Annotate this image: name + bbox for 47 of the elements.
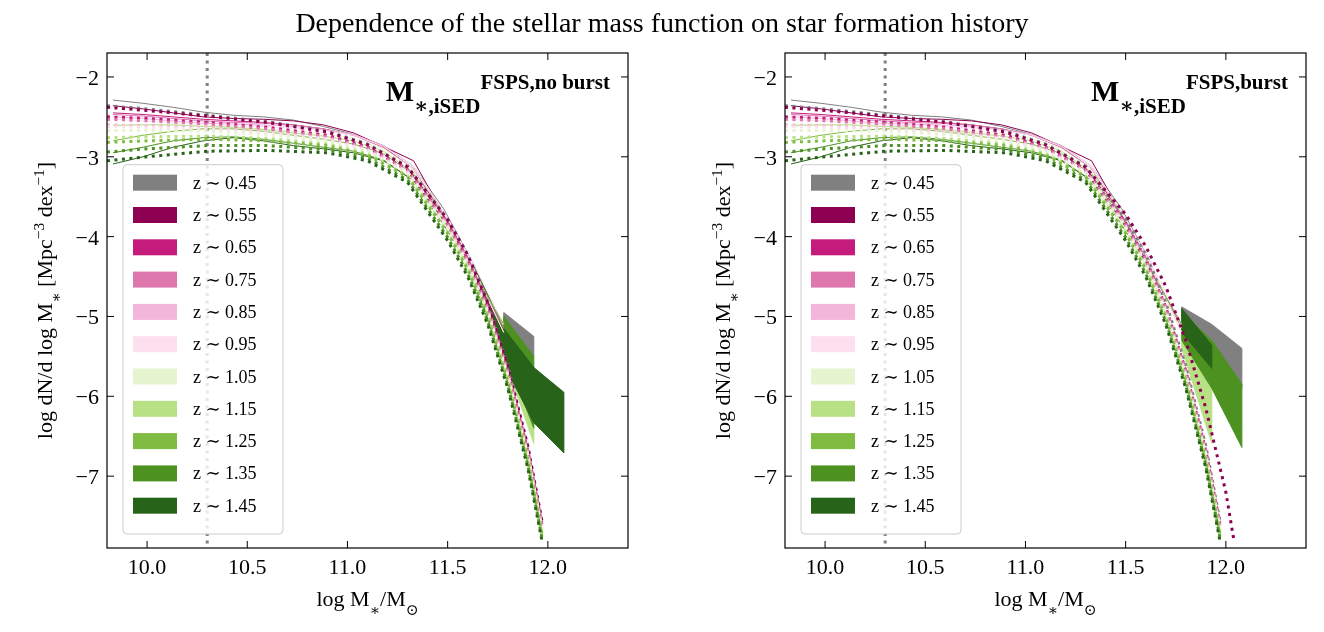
x-tick-label: 11.5 <box>1106 554 1145 579</box>
x-tick-label: 11.5 <box>428 554 467 579</box>
x-tick-label: 10.0 <box>127 554 167 579</box>
legend-label: z ∼ 1.25 <box>193 431 257 452</box>
chart-title: Dependence of the stellar mass function on star formation history <box>295 7 1029 38</box>
y-tick-label: −4 <box>753 224 777 250</box>
x-tick-label: 10.5 <box>906 554 945 579</box>
y-tick-label: −3 <box>753 144 777 170</box>
y-tick-label: −4 <box>75 224 99 250</box>
legend-label: z ∼ 0.45 <box>871 172 935 193</box>
legend-label: z ∼ 0.65 <box>871 237 935 258</box>
legend-label: z ∼ 1.35 <box>193 463 257 484</box>
legend-label: z ∼ 0.75 <box>193 269 257 290</box>
legend-label: z ∼ 1.15 <box>193 398 257 419</box>
y-tick-label: −2 <box>753 64 777 90</box>
y-tick-label: −7 <box>75 464 99 490</box>
x-tick-label: 10.0 <box>805 554 845 579</box>
legend-label: z ∼ 0.95 <box>193 334 257 355</box>
legend-label: z ∼ 0.75 <box>871 269 935 290</box>
legend-label: z ∼ 0.55 <box>871 205 935 225</box>
legend-label: z ∼ 0.65 <box>193 237 257 258</box>
y-tick-label: −7 <box>753 464 777 490</box>
x-tick-label: 11.0 <box>1006 554 1045 579</box>
y-tick-label: −5 <box>753 304 777 330</box>
legend-label: z ∼ 1.35 <box>871 463 935 484</box>
x-axis-title: log M$_{∗}$/M$_{⊙}$ <box>316 586 419 618</box>
x-tick-label: 12.0 <box>1206 554 1246 579</box>
legend-label: z ∼ 1.05 <box>193 366 257 387</box>
legend-label: z ∼ 1.05 <box>871 366 935 387</box>
y-tick-label: −6 <box>753 384 777 410</box>
y-tick-label: −2 <box>75 64 99 90</box>
x-axis-title: log M$_{∗}$/M$_{⊙}$ <box>994 586 1097 618</box>
legend-label: z ∼ 1.45 <box>193 495 257 516</box>
y-tick-label: −3 <box>75 144 99 170</box>
x-tick-label: 11.0 <box>328 554 367 579</box>
legend-label: z ∼ 1.15 <box>871 398 935 419</box>
x-tick-label: 12.0 <box>528 554 568 579</box>
legend-label: z ∼ 0.85 <box>193 301 257 322</box>
legend-label: z ∼ 1.45 <box>871 495 935 516</box>
y-tick-label: −6 <box>75 384 99 410</box>
y-tick-label: −5 <box>75 304 99 330</box>
legend-label: z ∼ 0.85 <box>871 301 935 322</box>
legend-label: z ∼ 0.95 <box>871 334 935 355</box>
legend-label: z ∼ 1.25 <box>871 431 935 452</box>
legend-label: z ∼ 0.45 <box>193 172 257 193</box>
x-tick-label: 10.5 <box>228 554 267 579</box>
legend-label: z ∼ 0.55 <box>193 205 257 225</box>
